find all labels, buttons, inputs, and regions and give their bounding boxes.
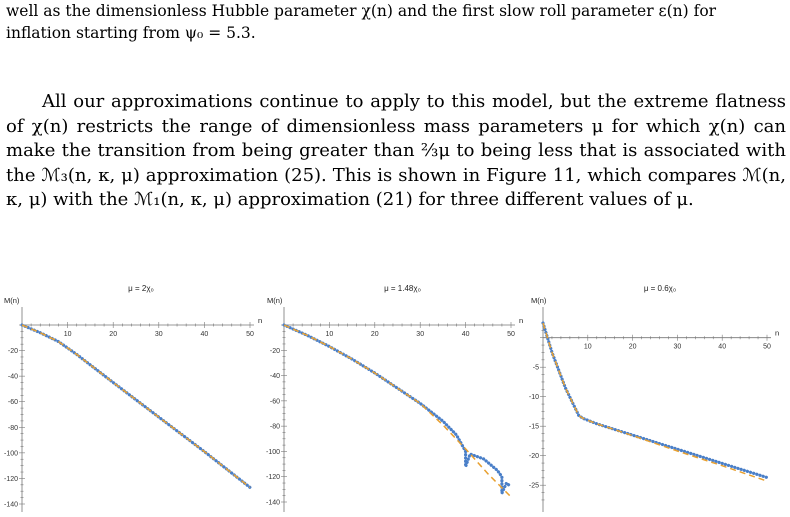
series-approx-line: [542, 322, 768, 482]
y-tick-label: -40: [8, 374, 18, 381]
y-tick-label: -60: [8, 399, 18, 406]
series-approx-line: [283, 324, 512, 498]
plot-mu-1p48chi0: μ = 1.48χ₀ M(n) n 10 20 30 40 50 -20 -40 -60 -80 -10…: [266, 284, 523, 512]
figure-11: μ = 2χ₀ M(n) n 10 20 30 40 50 -20 -40 -60 -80 -100 -1…: [0, 280, 790, 517]
plot-mu-2chi0: μ = 2χ₀ M(n) n 10 20 30 40 50 -20 -40 -60 -80 -100 -1…: [4, 284, 262, 512]
body-paragraph: All our approximations continue to apply…: [6, 90, 786, 213]
y-tick-label: -15: [529, 424, 539, 431]
y-tick-label: -10: [529, 394, 539, 401]
x-tick-label: 20: [371, 331, 379, 338]
x-tick-label: 10: [64, 331, 72, 338]
x-tick-label: 30: [416, 331, 424, 338]
y-axis-label: M(n): [267, 296, 283, 305]
x-tick-label: 50: [763, 344, 771, 351]
x-tick-label: 40: [201, 331, 209, 338]
x-tick-label: 20: [109, 331, 117, 338]
plot-mu-0p6chi0: μ = 0.6χ₀ M(n) n 10 20 30 40 50 -5 -10 -15 -20 -25: [529, 284, 779, 512]
y-tick-label: -5: [533, 365, 539, 372]
series-exact-line: [20, 323, 252, 489]
series-exact-line: [541, 321, 769, 480]
x-tick-label: 40: [718, 344, 726, 351]
y-tick-label: -20: [529, 453, 539, 460]
x-tick-label: 30: [674, 344, 682, 351]
x-tick-label: 10: [584, 344, 592, 351]
x-tick-label: 20: [629, 344, 637, 351]
series-approx-line: [21, 324, 251, 488]
body-paragraph-text: All our approximations continue to apply…: [6, 91, 786, 211]
intro-paragraph: well as the dimensionless Hubble paramet…: [6, 0, 786, 44]
y-tick-label: -60: [270, 398, 280, 405]
chart-title: μ = 2χ₀: [128, 284, 154, 293]
y-tick-label: -40: [270, 373, 280, 380]
intro-line-2: inflation starting from ψ₀ = 5.3.: [6, 24, 256, 42]
y-tick-label: -100: [266, 449, 280, 456]
y-axis-label: M(n): [531, 296, 547, 305]
intro-line-1: well as the dimensionless Hubble paramet…: [6, 2, 717, 20]
y-tick-label: -100: [4, 450, 18, 457]
x-tick-label: 50: [246, 331, 254, 338]
series-exact-line: [282, 323, 513, 494]
chart-title: μ = 1.48χ₀: [384, 284, 421, 293]
y-axis-label: M(n): [4, 296, 20, 305]
y-tick-label: -120: [266, 474, 280, 481]
y-tick-label: -140: [266, 500, 280, 507]
x-tick-label: 50: [507, 331, 515, 338]
x-axis-label: n: [258, 316, 262, 325]
x-axis-label: n: [519, 316, 523, 325]
y-tick-label: -20: [270, 348, 280, 355]
x-axis-label: n: [775, 329, 779, 338]
chart-title: μ = 0.6χ₀: [644, 284, 676, 293]
y-tick-label: -140: [4, 502, 18, 509]
x-tick-label: 30: [155, 331, 163, 338]
y-tick-label: -80: [8, 425, 18, 432]
x-tick-label: 10: [326, 331, 334, 338]
y-tick-label: -25: [529, 483, 539, 490]
y-tick-label: -120: [4, 476, 18, 483]
y-tick-label: -80: [270, 424, 280, 431]
y-tick-label: -20: [8, 348, 18, 355]
x-tick-label: 40: [462, 331, 470, 338]
